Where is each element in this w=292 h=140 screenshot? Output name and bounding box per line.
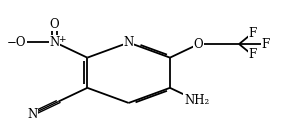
Text: O: O (50, 18, 59, 31)
Text: N: N (27, 108, 37, 121)
Text: F: F (261, 38, 269, 51)
Text: +: + (58, 35, 66, 44)
Text: O: O (194, 38, 204, 51)
Text: F: F (248, 48, 256, 61)
Text: −O: −O (7, 36, 27, 49)
Text: F: F (248, 27, 256, 40)
Text: N: N (49, 36, 60, 49)
Text: NH₂: NH₂ (184, 94, 209, 107)
Text: N: N (124, 36, 134, 49)
